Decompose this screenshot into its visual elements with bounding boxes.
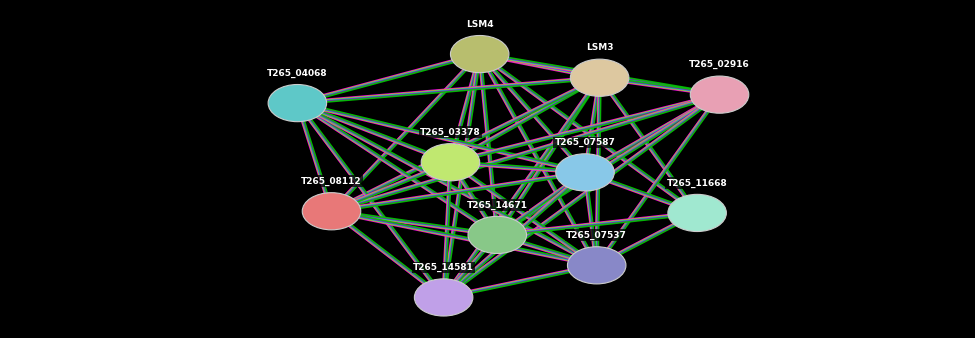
- Ellipse shape: [690, 76, 749, 113]
- Text: T265_07537: T265_07537: [566, 231, 627, 240]
- Ellipse shape: [268, 84, 327, 122]
- Ellipse shape: [302, 193, 361, 230]
- Ellipse shape: [668, 194, 726, 232]
- Text: LSM3: LSM3: [586, 43, 613, 52]
- Ellipse shape: [414, 279, 473, 316]
- Ellipse shape: [570, 59, 629, 96]
- Text: T265_14671: T265_14671: [467, 200, 527, 210]
- Ellipse shape: [468, 216, 526, 254]
- Text: T265_04068: T265_04068: [267, 69, 328, 78]
- Ellipse shape: [567, 247, 626, 284]
- Ellipse shape: [421, 144, 480, 181]
- Ellipse shape: [450, 35, 509, 73]
- Ellipse shape: [556, 154, 614, 191]
- Text: T265_03378: T265_03378: [420, 128, 481, 137]
- Text: T265_14581: T265_14581: [413, 263, 474, 272]
- Text: T265_08112: T265_08112: [301, 177, 362, 186]
- Text: LSM4: LSM4: [466, 20, 493, 29]
- Text: T265_07587: T265_07587: [555, 138, 615, 147]
- Text: T265_11668: T265_11668: [667, 178, 727, 188]
- Text: T265_02916: T265_02916: [689, 60, 750, 69]
